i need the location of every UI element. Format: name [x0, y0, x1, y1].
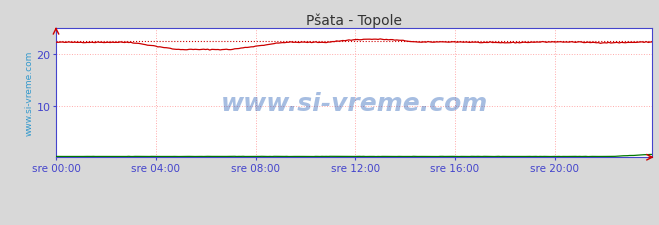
- Title: Pšata - Topole: Pšata - Topole: [306, 14, 402, 28]
- Text: www.si-vreme.com: www.si-vreme.com: [221, 92, 488, 116]
- Y-axis label: www.si-vreme.com: www.si-vreme.com: [24, 51, 34, 136]
